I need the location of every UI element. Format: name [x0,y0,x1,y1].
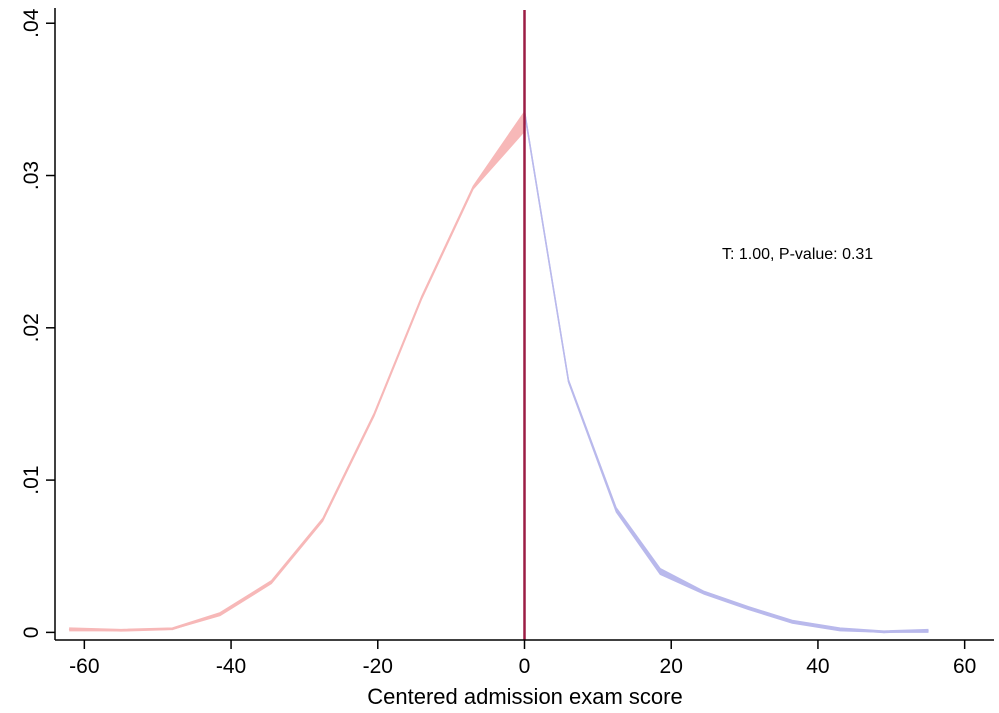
data-point-right [567,380,570,382]
x-tick-label: 60 [953,655,976,678]
series-line-left [69,121,526,632]
ci-band-left [69,109,525,632]
x-tick-label: 0 [519,655,531,678]
data-point-right [883,631,885,634]
ci-band-right [524,109,929,633]
y-tick-label: 0 [20,627,43,639]
y-tick-label: .04 [20,8,43,38]
x-tick-label: -40 [216,655,246,678]
data-point-right [791,620,794,623]
x-tick-label: -60 [69,655,99,678]
data-point-left [68,628,71,631]
data-point-left [171,628,174,631]
data-point-left [120,630,122,632]
ci-bands [69,109,929,633]
data-point-right [927,630,929,632]
y-tick-label: .03 [20,161,43,190]
axis-labels: Centered admission exam score T: 1.00, P… [367,246,873,709]
series-line-right [523,111,929,634]
data-point-right [747,607,750,609]
x-axis-label: Centered admission exam score [367,684,682,709]
data-point-right [615,508,617,510]
data-point-left [321,518,324,521]
x-tick-label: 20 [660,655,683,678]
series-lines [68,110,929,634]
data-point-right [703,591,706,594]
y-tick-label: .02 [20,313,43,342]
data-point-right [839,628,841,631]
x-tick-label: 40 [806,655,829,678]
y-tick-label: .01 [20,465,43,494]
data-point-left [270,581,273,583]
data-point-left [219,613,221,615]
test-statistic-annotation: T: 1.00, P-value: 0.31 [722,246,873,263]
data-point-right [659,570,662,573]
axes: -60 -40 -20 0 20 40 60 0 .01 .02 .03 .04 [20,8,994,678]
data-point-left [373,413,375,416]
x-tick-label: -20 [363,655,393,678]
data-point-left [421,296,423,299]
data-point-left [472,186,474,189]
